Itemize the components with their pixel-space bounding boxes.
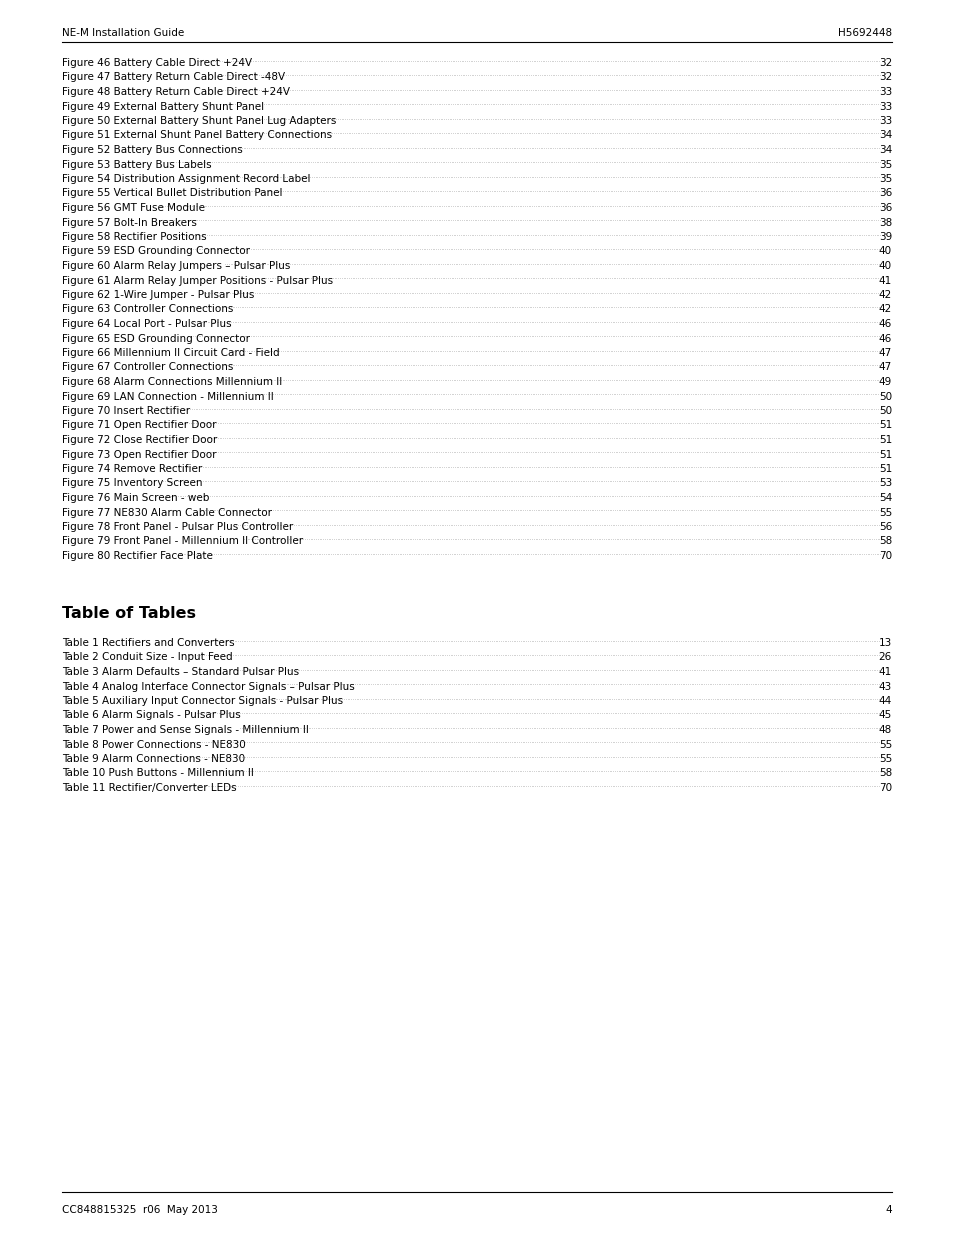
Text: NE-M Installation Guide: NE-M Installation Guide <box>62 28 184 38</box>
Text: 32: 32 <box>878 73 891 83</box>
Text: 70: 70 <box>878 551 891 561</box>
Text: Figure 68 Alarm Connections Millennium II: Figure 68 Alarm Connections Millennium I… <box>62 377 282 387</box>
Text: Table 1 Rectifiers and Converters: Table 1 Rectifiers and Converters <box>62 638 234 648</box>
Text: Figure 46 Battery Cable Direct +24V: Figure 46 Battery Cable Direct +24V <box>62 58 252 68</box>
Text: Figure 67 Controller Connections: Figure 67 Controller Connections <box>62 363 233 373</box>
Text: Figure 61 Alarm Relay Jumper Positions - Pulsar Plus: Figure 61 Alarm Relay Jumper Positions -… <box>62 275 333 285</box>
Text: Figure 75 Inventory Screen: Figure 75 Inventory Screen <box>62 478 202 489</box>
Text: Figure 55 Vertical Bullet Distribution Panel: Figure 55 Vertical Bullet Distribution P… <box>62 189 282 199</box>
Text: Figure 48 Battery Return Cable Direct +24V: Figure 48 Battery Return Cable Direct +2… <box>62 86 290 98</box>
Text: Figure 63 Controller Connections: Figure 63 Controller Connections <box>62 305 233 315</box>
Text: 26: 26 <box>878 652 891 662</box>
Text: Table 3 Alarm Defaults – Standard Pulsar Plus: Table 3 Alarm Defaults – Standard Pulsar… <box>62 667 299 677</box>
Text: Table 5 Auxiliary Input Connector Signals - Pulsar Plus: Table 5 Auxiliary Input Connector Signal… <box>62 697 343 706</box>
Text: 34: 34 <box>878 131 891 141</box>
Text: Figure 76 Main Screen - web: Figure 76 Main Screen - web <box>62 493 209 503</box>
Text: 33: 33 <box>878 116 891 126</box>
Text: 56: 56 <box>878 522 891 532</box>
Text: 49: 49 <box>878 377 891 387</box>
Text: Table 6 Alarm Signals - Pulsar Plus: Table 6 Alarm Signals - Pulsar Plus <box>62 710 240 720</box>
Text: 41: 41 <box>878 275 891 285</box>
Text: 48: 48 <box>878 725 891 735</box>
Text: Figure 59 ESD Grounding Connector: Figure 59 ESD Grounding Connector <box>62 247 250 257</box>
Text: Figure 66 Millennium II Circuit Card - Field: Figure 66 Millennium II Circuit Card - F… <box>62 348 279 358</box>
Text: Figure 69 LAN Connection - Millennium II: Figure 69 LAN Connection - Millennium II <box>62 391 274 401</box>
Text: 35: 35 <box>878 174 891 184</box>
Text: 51: 51 <box>878 435 891 445</box>
Text: 53: 53 <box>878 478 891 489</box>
Text: 42: 42 <box>878 290 891 300</box>
Text: 51: 51 <box>878 420 891 431</box>
Text: Table 7 Power and Sense Signals - Millennium II: Table 7 Power and Sense Signals - Millen… <box>62 725 309 735</box>
Text: Figure 58 Rectifier Positions: Figure 58 Rectifier Positions <box>62 232 207 242</box>
Text: Table of Tables: Table of Tables <box>62 606 195 621</box>
Text: Figure 80 Rectifier Face Plate: Figure 80 Rectifier Face Plate <box>62 551 213 561</box>
Text: 47: 47 <box>878 348 891 358</box>
Text: 13: 13 <box>878 638 891 648</box>
Text: 58: 58 <box>878 768 891 778</box>
Text: Figure 71 Open Rectifier Door: Figure 71 Open Rectifier Door <box>62 420 216 431</box>
Text: Figure 50 External Battery Shunt Panel Lug Adapters: Figure 50 External Battery Shunt Panel L… <box>62 116 336 126</box>
Text: Figure 64 Local Port - Pulsar Plus: Figure 64 Local Port - Pulsar Plus <box>62 319 232 329</box>
Text: 55: 55 <box>878 755 891 764</box>
Text: 70: 70 <box>878 783 891 793</box>
Text: Figure 79 Front Panel - Millennium II Controller: Figure 79 Front Panel - Millennium II Co… <box>62 536 303 547</box>
Text: Figure 57 Bolt-In Breakers: Figure 57 Bolt-In Breakers <box>62 217 196 227</box>
Text: 39: 39 <box>878 232 891 242</box>
Text: 32: 32 <box>878 58 891 68</box>
Text: 55: 55 <box>878 508 891 517</box>
Text: 55: 55 <box>878 740 891 750</box>
Text: Figure 70 Insert Rectifier: Figure 70 Insert Rectifier <box>62 406 190 416</box>
Text: 47: 47 <box>878 363 891 373</box>
Text: 45: 45 <box>878 710 891 720</box>
Text: 50: 50 <box>878 406 891 416</box>
Text: CC848815325  r06  May 2013: CC848815325 r06 May 2013 <box>62 1205 217 1215</box>
Text: Figure 65 ESD Grounding Connector: Figure 65 ESD Grounding Connector <box>62 333 250 343</box>
Text: 58: 58 <box>878 536 891 547</box>
Text: 42: 42 <box>878 305 891 315</box>
Text: 33: 33 <box>878 101 891 111</box>
Text: Figure 77 NE830 Alarm Cable Connector: Figure 77 NE830 Alarm Cable Connector <box>62 508 272 517</box>
Text: Figure 73 Open Rectifier Door: Figure 73 Open Rectifier Door <box>62 450 216 459</box>
Text: 4: 4 <box>884 1205 891 1215</box>
Text: 44: 44 <box>878 697 891 706</box>
Text: Table 8 Power Connections - NE830: Table 8 Power Connections - NE830 <box>62 740 246 750</box>
Text: 35: 35 <box>878 159 891 169</box>
Text: Figure 72 Close Rectifier Door: Figure 72 Close Rectifier Door <box>62 435 217 445</box>
Text: Figure 47 Battery Return Cable Direct -48V: Figure 47 Battery Return Cable Direct -4… <box>62 73 285 83</box>
Text: Figure 49 External Battery Shunt Panel: Figure 49 External Battery Shunt Panel <box>62 101 264 111</box>
Text: 51: 51 <box>878 464 891 474</box>
Text: 33: 33 <box>878 86 891 98</box>
Text: Figure 62 1-Wire Jumper - Pulsar Plus: Figure 62 1-Wire Jumper - Pulsar Plus <box>62 290 254 300</box>
Text: H5692448: H5692448 <box>837 28 891 38</box>
Text: 40: 40 <box>878 247 891 257</box>
Text: Figure 56 GMT Fuse Module: Figure 56 GMT Fuse Module <box>62 203 205 212</box>
Text: Figure 53 Battery Bus Labels: Figure 53 Battery Bus Labels <box>62 159 212 169</box>
Text: 40: 40 <box>878 261 891 270</box>
Text: Table 10 Push Buttons - Millennium II: Table 10 Push Buttons - Millennium II <box>62 768 253 778</box>
Text: 38: 38 <box>878 217 891 227</box>
Text: Figure 51 External Shunt Panel Battery Connections: Figure 51 External Shunt Panel Battery C… <box>62 131 332 141</box>
Text: Figure 78 Front Panel - Pulsar Plus Controller: Figure 78 Front Panel - Pulsar Plus Cont… <box>62 522 293 532</box>
Text: 46: 46 <box>878 319 891 329</box>
Text: 36: 36 <box>878 189 891 199</box>
Text: 50: 50 <box>878 391 891 401</box>
Text: 34: 34 <box>878 144 891 156</box>
Text: Table 9 Alarm Connections - NE830: Table 9 Alarm Connections - NE830 <box>62 755 245 764</box>
Text: 41: 41 <box>878 667 891 677</box>
Text: Table 2 Conduit Size - Input Feed: Table 2 Conduit Size - Input Feed <box>62 652 233 662</box>
Text: Figure 60 Alarm Relay Jumpers – Pulsar Plus: Figure 60 Alarm Relay Jumpers – Pulsar P… <box>62 261 290 270</box>
Text: 46: 46 <box>878 333 891 343</box>
Text: 43: 43 <box>878 682 891 692</box>
Text: 54: 54 <box>878 493 891 503</box>
Text: 36: 36 <box>878 203 891 212</box>
Text: Figure 54 Distribution Assignment Record Label: Figure 54 Distribution Assignment Record… <box>62 174 310 184</box>
Text: 51: 51 <box>878 450 891 459</box>
Text: Figure 74 Remove Rectifier: Figure 74 Remove Rectifier <box>62 464 202 474</box>
Text: Table 4 Analog Interface Connector Signals – Pulsar Plus: Table 4 Analog Interface Connector Signa… <box>62 682 355 692</box>
Text: Table 11 Rectifier/Converter LEDs: Table 11 Rectifier/Converter LEDs <box>62 783 236 793</box>
Text: Figure 52 Battery Bus Connections: Figure 52 Battery Bus Connections <box>62 144 242 156</box>
